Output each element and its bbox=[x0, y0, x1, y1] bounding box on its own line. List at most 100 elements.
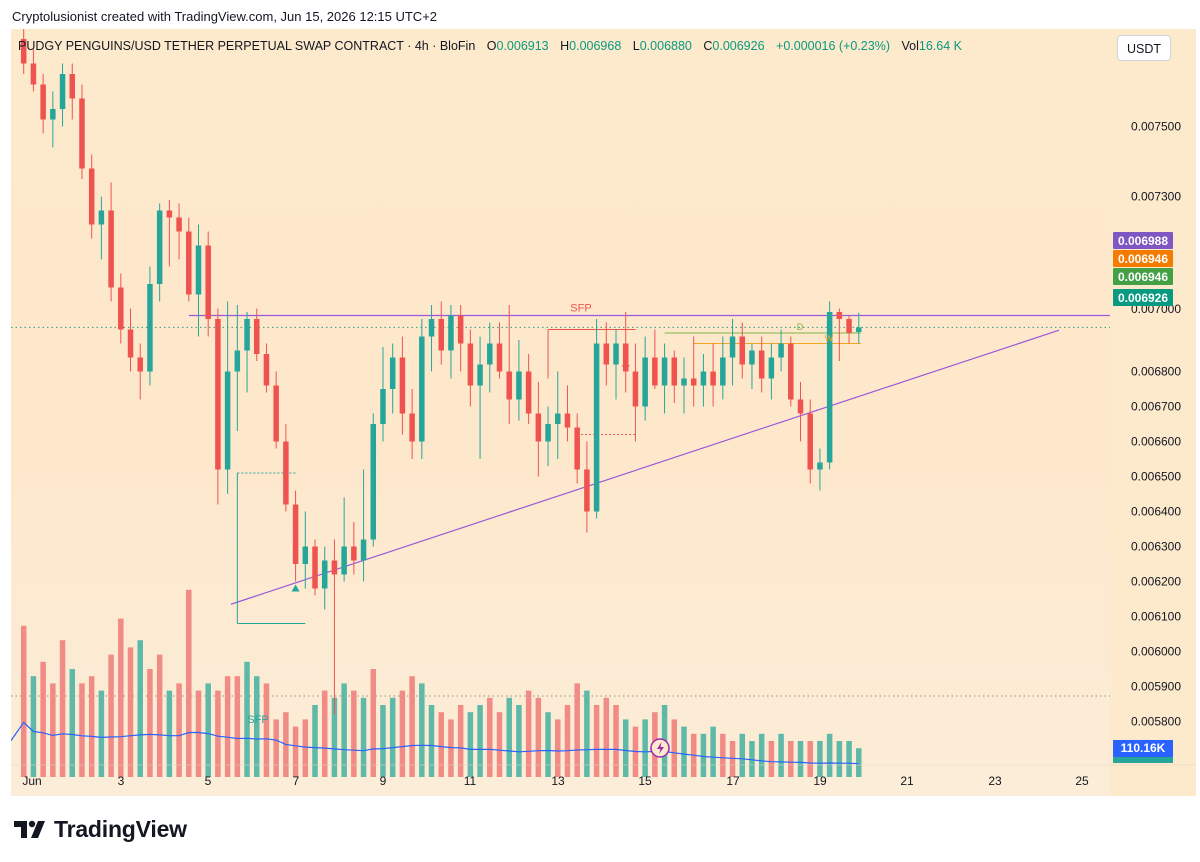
high-label: H bbox=[560, 39, 570, 53]
tradingview-logo: TradingView bbox=[14, 816, 187, 843]
candle-body bbox=[661, 357, 668, 386]
candle-body bbox=[283, 441, 289, 505]
volume-bar bbox=[59, 640, 66, 777]
candle-body bbox=[506, 371, 512, 400]
close-value: 0.006926 bbox=[712, 39, 765, 53]
candle-body bbox=[50, 109, 56, 120]
volume-bar bbox=[166, 690, 173, 777]
open-label: O bbox=[486, 39, 497, 53]
y-tick-label: 0.005800 bbox=[1131, 715, 1181, 729]
support-trendline bbox=[230, 329, 1060, 605]
volume-bar bbox=[370, 669, 377, 777]
candle-body bbox=[176, 217, 182, 232]
price-tag-label: 0.006946 bbox=[1118, 252, 1168, 266]
candle-body bbox=[817, 462, 823, 470]
candle-body bbox=[147, 284, 153, 372]
candle-body bbox=[273, 385, 279, 442]
candle-body bbox=[593, 343, 600, 512]
volume-bar bbox=[817, 741, 823, 777]
volume-bar bbox=[156, 654, 163, 777]
volume-bar bbox=[321, 690, 328, 777]
volume-bar bbox=[118, 618, 124, 777]
volume-bar bbox=[50, 683, 56, 777]
x-tick-label: 13 bbox=[551, 774, 565, 788]
x-tick-label: 25 bbox=[1075, 774, 1089, 788]
candle-body bbox=[88, 168, 95, 225]
volume-bar bbox=[797, 741, 804, 777]
volume-bar bbox=[215, 690, 221, 777]
x-tick-label: 23 bbox=[988, 774, 1002, 788]
tradingview-logo-icon bbox=[14, 820, 45, 838]
candle-body bbox=[700, 371, 707, 386]
symbol-title: PUDGY PENGUINS/USD TETHER PERPETUAL SWAP… bbox=[18, 39, 476, 53]
volume-bar bbox=[622, 719, 629, 777]
chart-attribution: Cryptolusionist created with TradingView… bbox=[12, 9, 438, 24]
candle-body bbox=[351, 546, 357, 561]
volume-bar bbox=[399, 690, 406, 777]
volume-bar bbox=[487, 697, 493, 777]
price-tag-bg bbox=[1113, 268, 1173, 285]
x-tick-label: Jun bbox=[22, 774, 41, 788]
candle-body bbox=[156, 210, 163, 284]
x-tick-label: 11 bbox=[464, 774, 477, 788]
volume-bar bbox=[846, 741, 852, 777]
candle-body bbox=[108, 210, 114, 288]
volume-bar bbox=[826, 733, 833, 777]
volume-bar bbox=[758, 733, 765, 777]
candle-body bbox=[603, 343, 610, 365]
volume-bar bbox=[671, 719, 678, 777]
candle-body bbox=[224, 371, 231, 470]
candle-body bbox=[516, 371, 522, 400]
volume-bar bbox=[263, 683, 270, 777]
currency-button[interactable]: USDT bbox=[1117, 35, 1171, 61]
volume-bar bbox=[88, 676, 95, 777]
candle-body bbox=[729, 336, 736, 358]
sfp-top-label: SFP bbox=[570, 303, 591, 315]
y-tick-label: 0.006100 bbox=[1131, 610, 1181, 624]
candle-body bbox=[59, 74, 66, 109]
volume-bar bbox=[234, 676, 241, 777]
candle-body bbox=[457, 315, 464, 344]
volume-bar bbox=[778, 733, 784, 777]
candle-body bbox=[856, 327, 862, 332]
x-tick-label: 21 bbox=[900, 774, 914, 788]
candle-body bbox=[613, 343, 619, 365]
candle-body bbox=[409, 413, 415, 442]
volume-ma-tag-label: 110.16K bbox=[1121, 741, 1166, 755]
candle-body bbox=[312, 546, 318, 589]
chart-panel[interactable]: SFP SFP D W 0.007500 0.007300 0.007000 0.006800… bbox=[11, 29, 1196, 796]
volume-bar bbox=[720, 733, 726, 777]
volume-value: 16.64 K bbox=[918, 39, 962, 53]
candle-body bbox=[98, 210, 105, 225]
volume-bar bbox=[79, 683, 85, 777]
price-tag-bg bbox=[1113, 289, 1173, 306]
volume-bar bbox=[40, 661, 46, 777]
candle-body bbox=[321, 560, 328, 589]
volume-bar bbox=[525, 690, 532, 777]
y-tick-label: 0.005900 bbox=[1131, 680, 1181, 694]
volume-bar bbox=[351, 690, 357, 777]
low-label: L bbox=[632, 39, 640, 53]
candle-body bbox=[399, 357, 406, 414]
price-axis-area bbox=[1110, 29, 1196, 796]
volume-bar bbox=[389, 697, 396, 777]
volume-bar bbox=[244, 661, 250, 777]
candle-body bbox=[448, 315, 454, 351]
candle-body bbox=[302, 546, 309, 564]
y-tick-label: 0.006600 bbox=[1131, 435, 1181, 449]
candle-body bbox=[118, 287, 124, 330]
candle-body bbox=[467, 343, 474, 386]
candle-body bbox=[749, 350, 755, 365]
candle-body bbox=[263, 354, 270, 386]
volume-bar bbox=[496, 712, 503, 777]
price-chart[interactable]: SFPSFPDW0.0075000.0073000.0070000.006800… bbox=[11, 29, 1196, 796]
volume-bar bbox=[205, 683, 211, 777]
candle-body bbox=[778, 343, 784, 358]
volume-bar bbox=[584, 690, 590, 777]
candle-body bbox=[292, 504, 299, 564]
volume-label: Vol bbox=[901, 39, 919, 53]
candle-body bbox=[652, 357, 658, 386]
candle-body bbox=[788, 343, 794, 400]
volume-bar bbox=[613, 705, 619, 777]
volume-bar bbox=[856, 748, 862, 777]
